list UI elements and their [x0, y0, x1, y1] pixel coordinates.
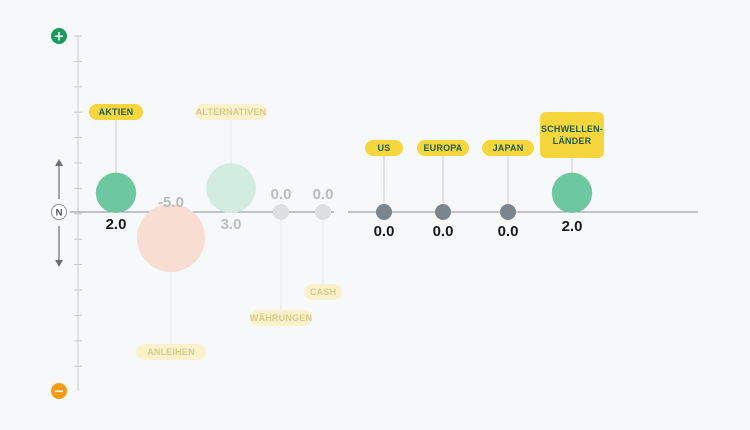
- category-tag: [250, 310, 312, 326]
- up-arrow-icon: [55, 159, 63, 166]
- category-tag: [89, 104, 143, 120]
- category-label: JAPAN: [493, 143, 524, 153]
- down-arrow-icon: [55, 260, 63, 267]
- value-label: 2.0: [106, 216, 127, 233]
- category-tag: [136, 344, 206, 360]
- category-label: AKTIEN: [99, 107, 134, 117]
- category-label: LÄNDER: [553, 136, 592, 146]
- category-tag: [195, 104, 267, 120]
- category-label: WÄHRUNGEN: [250, 313, 312, 323]
- plus-indicator-label: +: [54, 30, 65, 45]
- neutral-marker-label: N: [56, 208, 63, 219]
- minus-indicator-label: −: [54, 385, 65, 400]
- data-point: [500, 204, 516, 220]
- value-label: 0.0: [271, 186, 292, 203]
- data-point: [376, 204, 392, 220]
- value-label: 0.0: [313, 186, 334, 203]
- value-label: 2.0: [562, 218, 583, 235]
- value-label: 3.0: [221, 216, 242, 233]
- value-label: 0.0: [374, 223, 395, 240]
- category-label: ALTERNATIVEN: [196, 107, 267, 117]
- category-label: ANLEIHEN: [147, 347, 195, 357]
- category-label: SCHWELLEN-: [541, 124, 603, 134]
- value-label: 0.0: [433, 223, 454, 240]
- data-point: [206, 163, 256, 213]
- data-point: [273, 204, 289, 220]
- category-tag: [540, 112, 604, 158]
- category-label: CASH: [310, 287, 336, 297]
- data-point: [137, 204, 205, 272]
- category-tag: [304, 284, 342, 300]
- value-label: -5.0: [158, 194, 184, 211]
- category-tag: [417, 140, 469, 156]
- data-point: [435, 204, 451, 220]
- plus-indicator-icon: [51, 28, 67, 44]
- category-tag: [482, 140, 534, 156]
- category-tag: [365, 140, 403, 156]
- neutral-marker-icon: [51, 204, 67, 220]
- category-label: US: [378, 143, 391, 153]
- category-label: EUROPA: [423, 143, 462, 153]
- data-point: [315, 204, 331, 220]
- value-label: 0.0: [498, 223, 519, 240]
- data-point: [95, 172, 137, 213]
- minus-indicator-icon: [51, 383, 67, 399]
- data-point: [551, 172, 593, 213]
